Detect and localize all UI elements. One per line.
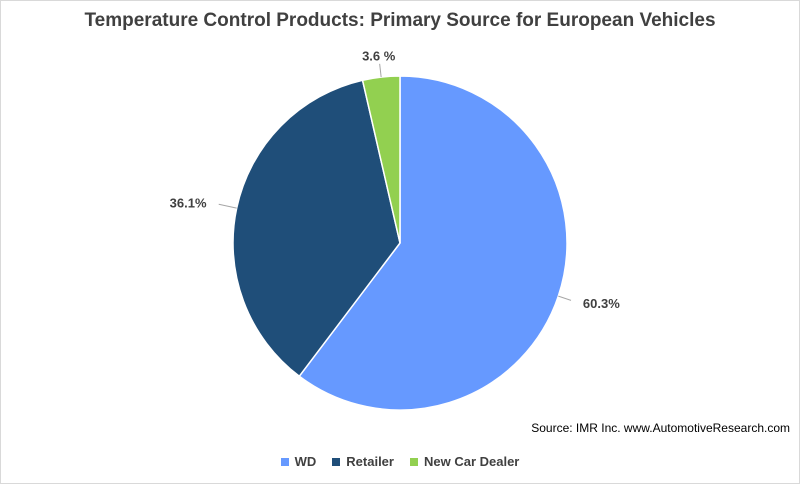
legend-label-retailer: Retailer bbox=[346, 454, 394, 469]
data-label-wd: 60.3% bbox=[583, 296, 620, 311]
leader-line-retailer bbox=[218, 203, 237, 209]
legend-label-wd: WD bbox=[294, 454, 317, 469]
pie-slice-wd bbox=[298, 75, 568, 411]
leader-lines bbox=[218, 63, 572, 301]
data-labels: 60.3% 36.1% 3.6 % bbox=[170, 48, 621, 311]
pie-slices bbox=[232, 75, 568, 411]
legend-item-retailer: Retailer bbox=[332, 454, 394, 469]
legend-swatch-wd bbox=[280, 457, 289, 466]
pie-slice-new-car-dealer bbox=[361, 75, 401, 244]
legend-swatch-retailer bbox=[332, 457, 341, 466]
leader-line-wd bbox=[558, 295, 572, 301]
legend-item-new-car-dealer: New Car Dealer bbox=[409, 454, 520, 469]
data-label-new-car-dealer: 3.6 % bbox=[362, 48, 396, 63]
legend-label-new-car-dealer: New Car Dealer bbox=[423, 454, 520, 469]
legend-item-wd: WD bbox=[280, 454, 317, 469]
legend: WD Retailer New Car Dealer bbox=[0, 454, 800, 469]
leader-line-new-car-dealer bbox=[379, 63, 382, 78]
source-note: Source: IMR Inc. www.AutomotiveResearch.… bbox=[531, 421, 790, 435]
data-label-retailer: 36.1% bbox=[170, 196, 207, 211]
chart-title: Temperature Control Products: Primary So… bbox=[84, 10, 716, 31]
legend-swatch-new-car-dealer bbox=[409, 457, 418, 466]
